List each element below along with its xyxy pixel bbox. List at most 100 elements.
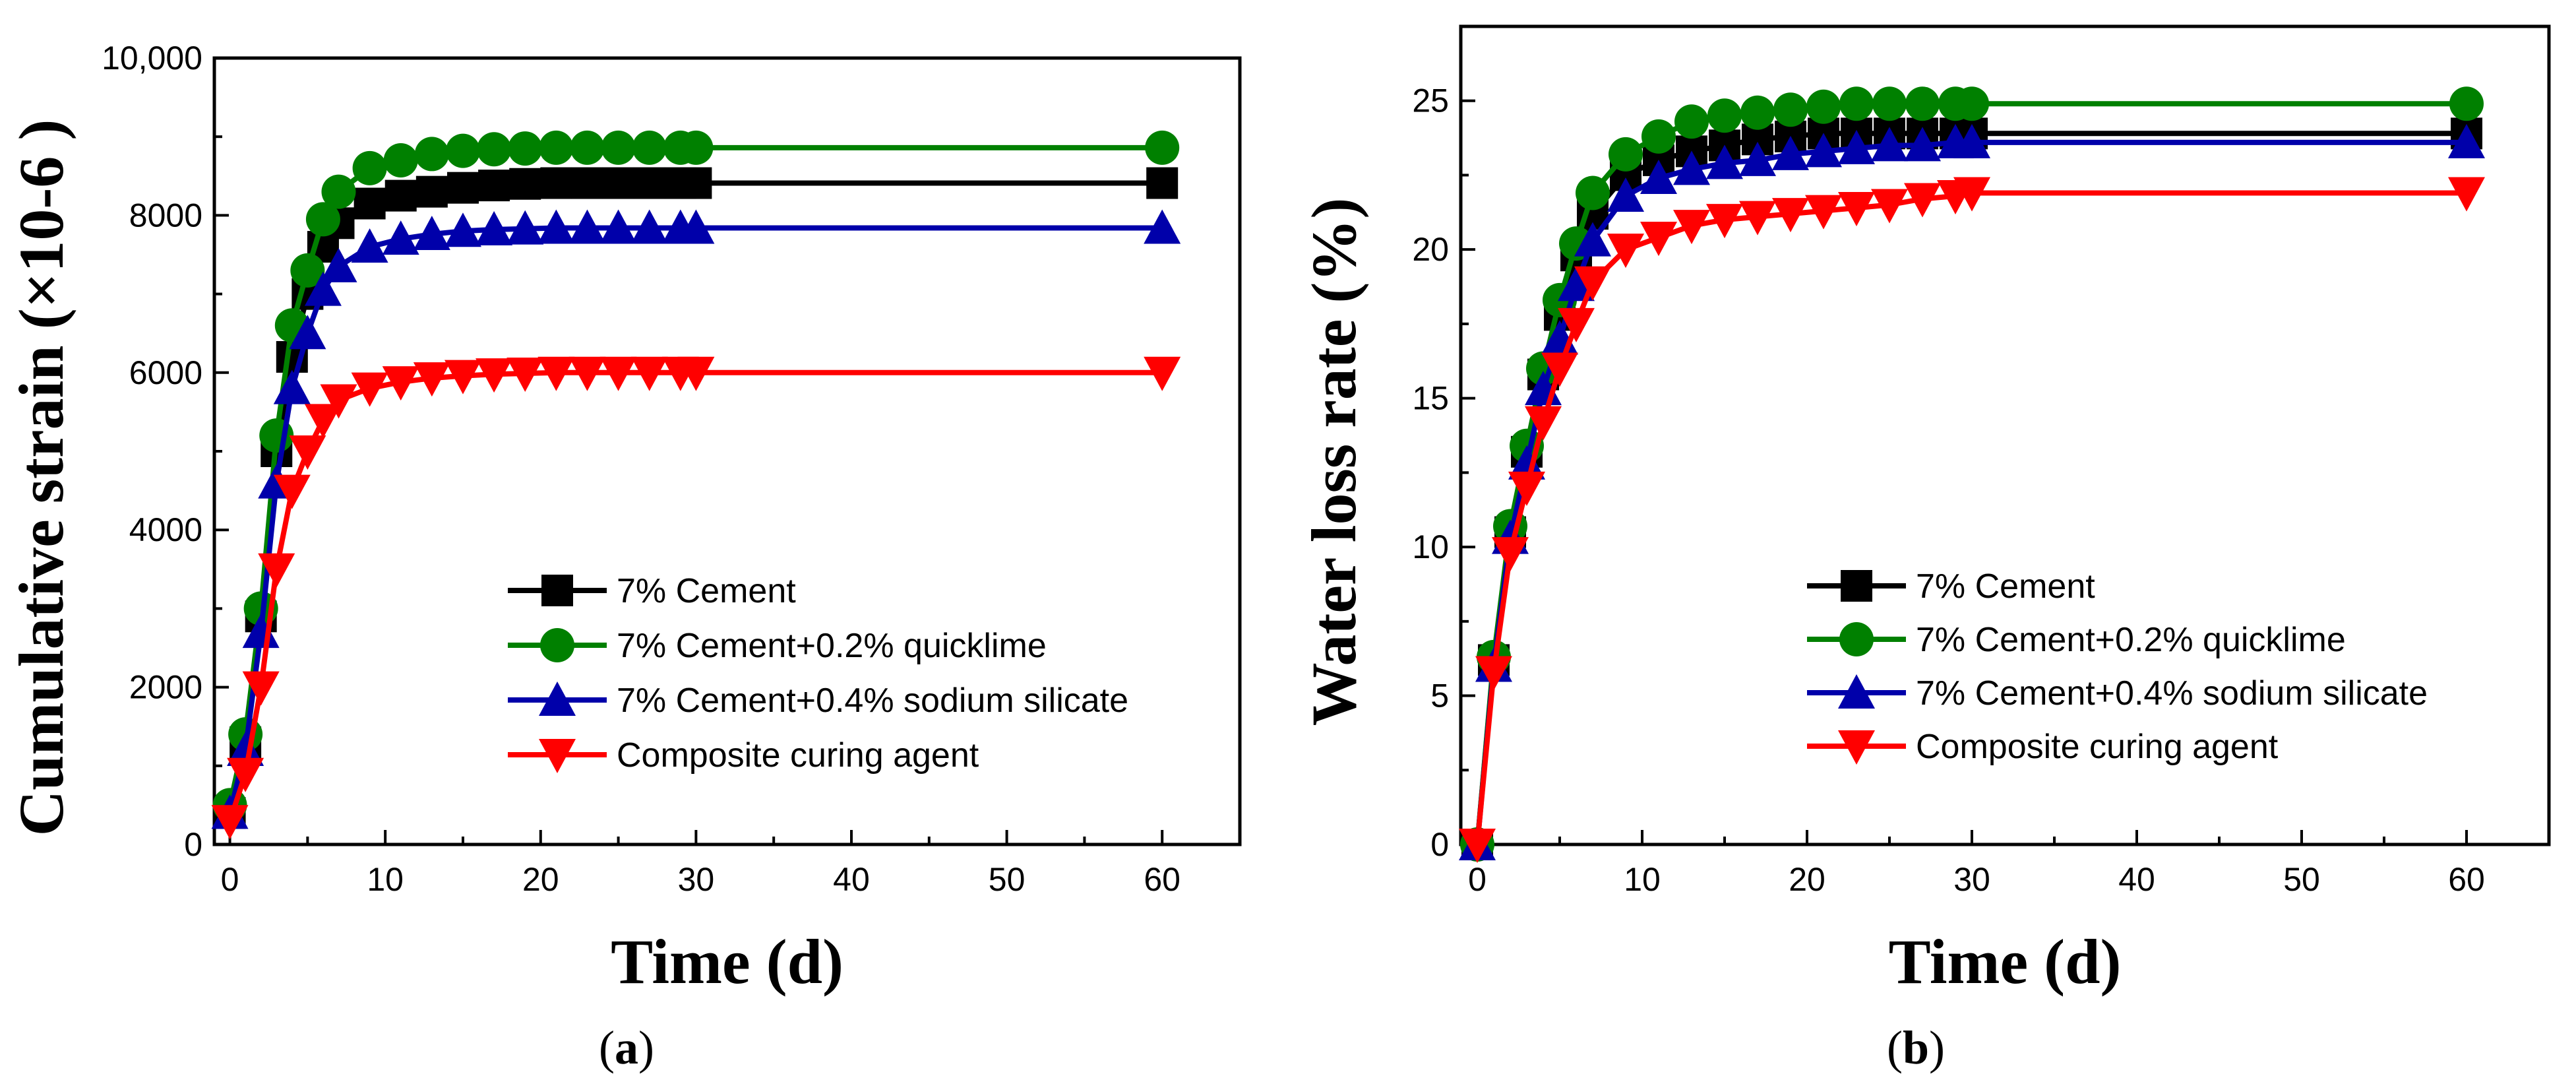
- x-tick-label: 40: [2118, 861, 2155, 898]
- data-point: [289, 435, 326, 470]
- data-point: [290, 253, 325, 288]
- data-point: [2448, 177, 2485, 212]
- panel-caption: (a): [599, 1021, 654, 1074]
- chart-panel-a: 0 10 20 30 40 50 60 0 2000 4000 6000 8000 10,000 Time…: [6, 40, 1242, 1074]
- data-point: [414, 137, 449, 172]
- y-tick-label: 0: [1430, 826, 1449, 863]
- data-point: [680, 167, 712, 199]
- legend-label: 7% Cement: [1916, 567, 2095, 606]
- data-point: [258, 553, 295, 588]
- data-point: [1492, 537, 1529, 572]
- data-point: [1145, 130, 1180, 165]
- legend-label: Composite curing agent: [617, 736, 979, 775]
- x-tick-label: 10: [367, 861, 404, 898]
- data-point: [508, 131, 543, 166]
- data-point: [1805, 133, 1842, 168]
- x-tick-label: 50: [2283, 861, 2320, 898]
- data-point: [1609, 137, 1643, 172]
- data-point: [413, 362, 450, 397]
- data-point: [1641, 119, 1676, 154]
- data-point: [1574, 266, 1611, 301]
- data-point: [1574, 222, 1611, 257]
- data-point: [1739, 201, 1776, 236]
- data-point: [1706, 144, 1743, 179]
- data-point: [320, 247, 357, 282]
- data-point: [632, 130, 667, 165]
- data-point: [475, 358, 513, 393]
- legend-marker: [1838, 674, 1875, 709]
- data-point: [383, 143, 418, 177]
- x-tick-label: 20: [522, 861, 559, 898]
- chart-panel-b: 0 10 20 30 40 50 60 0 5 10 15 20 25 Time (d) Water los…: [1299, 24, 2551, 1074]
- legend-marker: [540, 628, 574, 662]
- series-line: [227, 225, 1163, 814]
- data-point: [1773, 92, 1808, 127]
- data-point: [446, 172, 479, 204]
- y-tick-label: 0: [184, 826, 202, 863]
- data-point: [415, 175, 448, 208]
- panel-caption: (b): [1887, 1021, 1945, 1074]
- series-0: [214, 167, 1179, 829]
- data-point: [1772, 198, 1809, 233]
- legend-label: 7% Cement+0.2% quicklime: [617, 627, 1047, 665]
- data-point: [478, 170, 510, 202]
- legend-label: 7% Cement+0.4% sodium silicate: [1916, 674, 2428, 713]
- data-point: [1839, 86, 1874, 121]
- x-tick-label: 60: [1144, 861, 1181, 898]
- data-point: [1953, 123, 1990, 158]
- y-tick-label: 2000: [129, 669, 202, 706]
- data-point: [304, 404, 342, 439]
- y-tick-label: 10,000: [102, 40, 202, 77]
- data-point: [1508, 445, 1545, 480]
- data-point: [568, 356, 606, 391]
- legend-marker: [1841, 570, 1872, 602]
- caption-letter: b: [1903, 1021, 1929, 1074]
- caption-paren-open: (: [599, 1021, 615, 1074]
- y-tick-label: 8000: [129, 197, 202, 234]
- data-point: [289, 315, 326, 350]
- data-point: [475, 210, 513, 245]
- data-point: [1706, 204, 1743, 239]
- data-point: [568, 209, 606, 244]
- data-point: [509, 168, 541, 200]
- x-tick-label: 50: [989, 861, 1026, 898]
- data-point: [1525, 406, 1562, 441]
- data-point: [677, 209, 715, 244]
- data-point: [320, 384, 357, 419]
- data-point: [321, 174, 356, 209]
- data-point: [677, 356, 715, 391]
- y-tick-label: 20: [1412, 231, 1449, 268]
- x-tick-label: 0: [1468, 861, 1487, 898]
- x-axis-title: Time (d): [1889, 926, 2122, 997]
- data-point: [2449, 86, 2484, 121]
- data-point: [539, 130, 574, 165]
- data-point: [273, 474, 311, 509]
- data-point: [1475, 656, 1512, 691]
- data-point: [304, 271, 342, 306]
- y-tick-label: 15: [1412, 380, 1449, 417]
- data-point: [1674, 104, 1709, 139]
- legend-marker: [1839, 622, 1874, 656]
- data-point: [1904, 183, 1941, 218]
- data-point: [1872, 86, 1907, 121]
- data-point: [1146, 167, 1179, 199]
- data-point: [540, 167, 572, 199]
- data-point: [444, 360, 481, 395]
- series-3: [211, 356, 1181, 840]
- caption-paren-close: ): [638, 1021, 654, 1074]
- data-point: [630, 356, 668, 391]
- data-point: [305, 202, 340, 237]
- data-point: [444, 212, 481, 247]
- x-tick-label: 0: [221, 861, 239, 898]
- data-point: [1871, 127, 1908, 162]
- legend-marker: [539, 739, 576, 773]
- data-point: [1707, 98, 1742, 133]
- data-point: [351, 228, 388, 263]
- data-point: [570, 130, 605, 165]
- caption-letter: a: [615, 1021, 638, 1074]
- data-point: [382, 366, 419, 401]
- data-point: [1905, 86, 1940, 121]
- data-point: [1607, 177, 1644, 212]
- data-point: [506, 210, 544, 245]
